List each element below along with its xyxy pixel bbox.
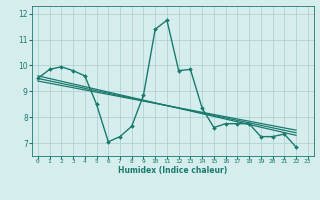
X-axis label: Humidex (Indice chaleur): Humidex (Indice chaleur) [118,166,228,175]
